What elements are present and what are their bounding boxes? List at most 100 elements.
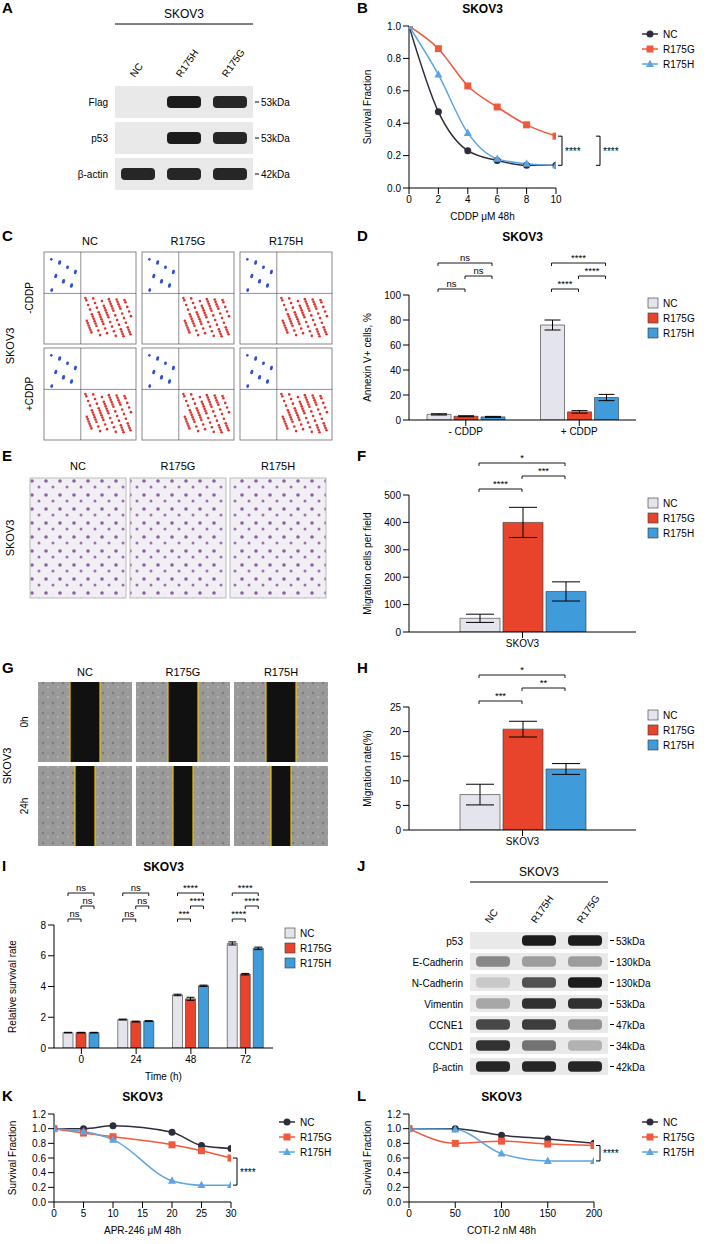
svg-text:SKOV3: SKOV3: [519, 865, 559, 879]
svg-text:CCND1: CCND1: [429, 1041, 464, 1052]
svg-text:R175G: R175G: [166, 666, 201, 678]
svg-text:47kDa: 47kDa: [616, 1020, 645, 1031]
svg-text:0.4: 0.4: [32, 1167, 46, 1178]
svg-text:1.2: 1.2: [32, 1109, 46, 1120]
svg-text:- CDDP: - CDDP: [449, 426, 484, 437]
svg-text:****: ****: [240, 1167, 256, 1178]
svg-text:60: 60: [390, 340, 402, 351]
svg-text:Migration rate(%): Migration rate(%): [362, 730, 373, 807]
svg-text:+CDDP: +CDDP: [24, 377, 35, 412]
svg-text:****: ****: [231, 908, 246, 919]
svg-text:40: 40: [390, 365, 402, 376]
svg-text:SKOV3: SKOV3: [506, 638, 540, 649]
svg-text:1.0: 1.0: [387, 1123, 401, 1134]
svg-text:6: 6: [40, 950, 46, 961]
svg-text:53kDa: 53kDa: [261, 133, 290, 144]
svg-text:CCNE1: CCNE1: [429, 1020, 463, 1031]
svg-text:R175G: R175G: [575, 893, 602, 925]
svg-text:0: 0: [395, 825, 401, 836]
svg-text:0h: 0h: [19, 716, 30, 727]
svg-text:0.6: 0.6: [387, 85, 401, 96]
svg-text:2: 2: [40, 1012, 46, 1023]
svg-text:0.8: 0.8: [387, 1138, 401, 1149]
svg-text:SKOV3: SKOV3: [1, 748, 13, 785]
svg-text:***: ***: [495, 690, 506, 701]
svg-text:R175H: R175H: [269, 235, 303, 247]
svg-text:8: 8: [524, 194, 530, 205]
svg-text:****: ****: [238, 882, 253, 893]
svg-text:5: 5: [81, 1208, 87, 1219]
svg-text:NC: NC: [663, 1117, 677, 1128]
svg-text:p53: p53: [446, 936, 463, 947]
svg-text:R175G: R175G: [663, 513, 695, 524]
svg-text:R175H: R175H: [663, 1147, 694, 1158]
svg-text:SKOV3: SKOV3: [506, 836, 540, 847]
svg-text:R175H: R175H: [663, 328, 694, 339]
svg-text:0.6: 0.6: [32, 1153, 46, 1164]
svg-text:0: 0: [79, 1054, 85, 1065]
svg-text:Vimentin: Vimentin: [424, 999, 463, 1010]
svg-text:Time (h): Time (h): [145, 1071, 182, 1082]
svg-text:NC: NC: [82, 235, 98, 247]
svg-text:72: 72: [240, 1054, 252, 1065]
svg-text:Survival Fraction: Survival Fraction: [362, 1121, 373, 1195]
svg-text:β-actin: β-actin: [433, 1062, 463, 1073]
svg-text:42kDa: 42kDa: [616, 1062, 645, 1073]
svg-text:Survival Fraction: Survival Fraction: [7, 1121, 18, 1195]
svg-text:0.2: 0.2: [387, 1182, 401, 1193]
svg-text:NC: NC: [300, 928, 314, 939]
svg-text:****: ****: [585, 265, 600, 276]
svg-text:Survival Fraction: Survival Fraction: [362, 70, 373, 144]
svg-text:*: *: [520, 664, 524, 675]
svg-text:200: 200: [586, 1208, 603, 1219]
svg-text:SKOV3: SKOV3: [164, 7, 204, 21]
svg-text:R175G: R175G: [663, 44, 695, 55]
svg-text:NC: NC: [300, 1117, 314, 1128]
svg-text:0.4: 0.4: [387, 118, 401, 129]
svg-text:4: 4: [40, 981, 46, 992]
svg-text:SKOV3: SKOV3: [4, 520, 16, 557]
svg-text:NC: NC: [70, 460, 86, 472]
svg-text:0.6: 0.6: [387, 1153, 401, 1164]
svg-text:NC: NC: [128, 61, 145, 79]
svg-text:130kDa: 130kDa: [616, 957, 651, 968]
svg-text:0: 0: [406, 1208, 412, 1219]
svg-text:APR-246 μM 48h: APR-246 μM 48h: [104, 1225, 181, 1236]
svg-text:2: 2: [436, 194, 442, 205]
svg-text:25: 25: [196, 1208, 208, 1219]
svg-text:0: 0: [40, 1043, 46, 1054]
svg-text:***: ***: [538, 465, 549, 476]
svg-text:ns: ns: [69, 908, 79, 919]
svg-text:R175H: R175H: [663, 740, 694, 751]
svg-text:****: ****: [183, 882, 198, 893]
svg-text:p53: p53: [91, 133, 108, 144]
svg-text:53kDa: 53kDa: [616, 999, 645, 1010]
svg-text:ns: ns: [131, 882, 141, 893]
svg-text:80: 80: [390, 315, 402, 326]
svg-text:4: 4: [465, 194, 471, 205]
svg-text:24h: 24h: [19, 798, 30, 815]
svg-text:53kDa: 53kDa: [616, 936, 645, 947]
svg-text:0.2: 0.2: [387, 150, 401, 161]
svg-text:100: 100: [384, 599, 401, 610]
svg-text:R175H: R175H: [174, 47, 201, 79]
svg-text:SKOV3: SKOV3: [4, 328, 16, 365]
svg-text:0.0: 0.0: [387, 1197, 401, 1208]
svg-text:0.0: 0.0: [387, 183, 401, 194]
svg-text:Relative survival rate: Relative survival rate: [7, 940, 18, 1033]
svg-text:E-Cadherin: E-Cadherin: [412, 957, 463, 968]
svg-text:R175G: R175G: [663, 725, 695, 736]
svg-text:20: 20: [390, 390, 402, 401]
svg-text:R175G: R175G: [300, 943, 332, 954]
svg-text:**: **: [540, 677, 548, 688]
svg-text:NC: NC: [663, 498, 677, 509]
svg-text:24: 24: [131, 1054, 143, 1065]
svg-text:150: 150: [539, 1208, 556, 1219]
svg-text:0: 0: [406, 194, 412, 205]
svg-text:NC: NC: [663, 298, 677, 309]
svg-text:R175G: R175G: [663, 1132, 695, 1143]
svg-text:R175G: R175G: [663, 313, 695, 324]
svg-text:NC: NC: [77, 666, 93, 678]
svg-text:15: 15: [390, 751, 402, 762]
svg-text:***: ***: [178, 908, 189, 919]
